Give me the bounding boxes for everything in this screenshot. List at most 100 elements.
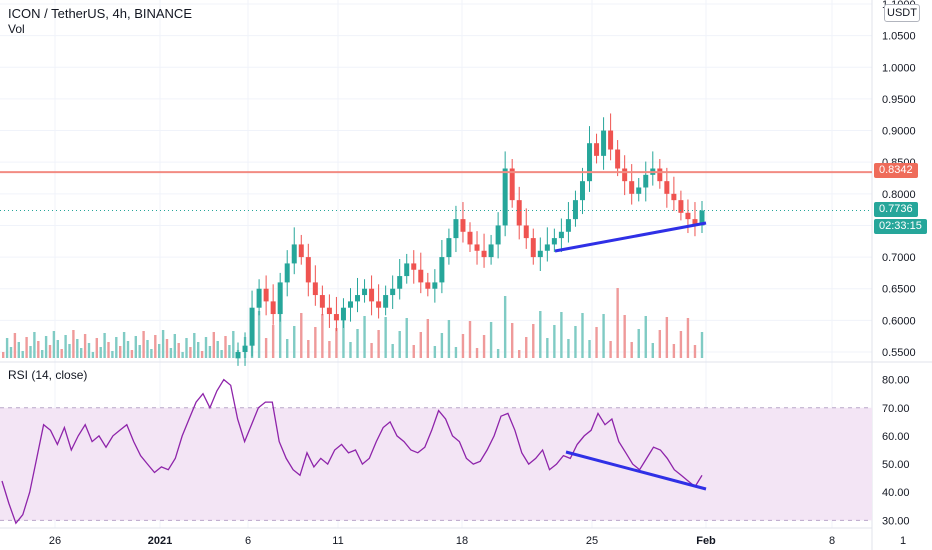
volume-bar — [581, 313, 584, 358]
currency-unit-button[interactable]: USDT — [884, 4, 920, 22]
volume-bar — [370, 343, 373, 358]
volume-bar — [150, 349, 153, 358]
volume-bar — [115, 337, 118, 358]
volume-bar — [122, 332, 126, 358]
volume-bar — [616, 288, 619, 358]
candle-body — [369, 288, 375, 302]
candle-body — [333, 314, 339, 321]
volume-bar — [468, 321, 472, 358]
volume-bar — [686, 318, 690, 358]
volume-bar — [539, 311, 542, 358]
candle-body — [516, 200, 522, 226]
volume-bar — [419, 332, 422, 358]
volume-bar — [623, 315, 626, 358]
volume-bar — [169, 348, 173, 358]
volume-label: Vol — [8, 22, 25, 36]
candle-body — [263, 288, 269, 302]
candle-body — [256, 288, 262, 308]
volume-bar — [142, 331, 145, 358]
candle-body — [460, 219, 466, 232]
time-tick-label: 2021 — [148, 535, 172, 547]
volume-bar — [83, 334, 87, 358]
volume-bar — [510, 323, 514, 358]
volume-bar — [257, 311, 261, 358]
volume-bar — [173, 334, 176, 358]
volume-bar — [165, 339, 169, 358]
volume-bar — [212, 332, 215, 358]
volume-bar — [567, 339, 570, 358]
candle-body — [291, 244, 297, 264]
volume-bar — [321, 314, 324, 358]
candle-body — [411, 263, 417, 270]
volume-bar — [48, 345, 52, 358]
candle-body — [446, 238, 452, 258]
candle-body — [418, 269, 424, 283]
candle-body — [629, 181, 635, 194]
candle-body — [432, 282, 438, 289]
volume-bar — [189, 347, 192, 358]
candle-body — [537, 250, 543, 258]
candle-body — [565, 219, 571, 232]
candle-body — [523, 225, 529, 239]
volume-bar — [349, 342, 352, 358]
candle-body — [509, 168, 515, 201]
volume-bar — [475, 348, 479, 358]
volume-bar — [314, 327, 317, 358]
volume-bar — [185, 338, 188, 358]
candle-body — [643, 174, 649, 188]
volume-bar — [307, 340, 310, 358]
candle-body — [474, 244, 480, 251]
candle-body — [235, 352, 241, 359]
volume-bar — [356, 329, 359, 358]
candle-body — [594, 143, 600, 156]
time-tick-label: 25 — [586, 535, 598, 547]
candle-body — [319, 295, 325, 308]
volume-bar — [2, 352, 5, 358]
volume-bar — [644, 316, 647, 358]
candle-body — [383, 295, 389, 308]
candle-body — [530, 238, 536, 258]
volume-bar — [158, 344, 161, 358]
volume-bar — [103, 333, 106, 358]
volume-bar — [286, 339, 289, 358]
volume-bar — [13, 333, 17, 358]
volume-bar — [271, 325, 275, 358]
candle-body — [467, 231, 473, 245]
volume-bar — [433, 346, 437, 358]
rsi-tick-label: 60.00 — [882, 431, 910, 443]
candle-body — [699, 210, 705, 226]
candle-body — [298, 244, 304, 258]
volume-bar — [546, 338, 549, 358]
volume-bar — [440, 333, 444, 358]
price-tick-label: 0.6000 — [882, 315, 916, 327]
volume-bar — [21, 351, 24, 358]
volume-bar — [447, 320, 451, 358]
volume-bar — [177, 343, 180, 358]
volume-bar — [518, 350, 521, 358]
candle-body — [502, 168, 508, 226]
volume-bar — [412, 345, 415, 358]
volume-bar — [146, 340, 149, 358]
candle-body — [397, 276, 403, 289]
time-tick-label: 8 — [829, 535, 835, 547]
candle-body — [355, 295, 361, 302]
volume-bar — [700, 332, 704, 358]
resistance-price-tag: 0.8342 — [874, 163, 918, 178]
time-tick-label: 26 — [49, 535, 61, 547]
candle-body — [671, 193, 677, 201]
price-tick-label: 0.6500 — [882, 284, 916, 296]
candle-body — [615, 149, 621, 169]
candle-body — [439, 257, 445, 283]
candle-body — [242, 345, 248, 352]
volume-bar — [630, 342, 633, 358]
volume-bar — [200, 351, 204, 358]
volume-bar — [126, 341, 130, 358]
volume-bar — [679, 331, 683, 358]
volume-bar — [363, 316, 366, 358]
volume-bar — [220, 350, 223, 358]
volume-bar — [405, 318, 408, 358]
volume-bar — [496, 349, 500, 358]
candle-body — [572, 200, 578, 220]
volume-bar — [693, 345, 697, 358]
